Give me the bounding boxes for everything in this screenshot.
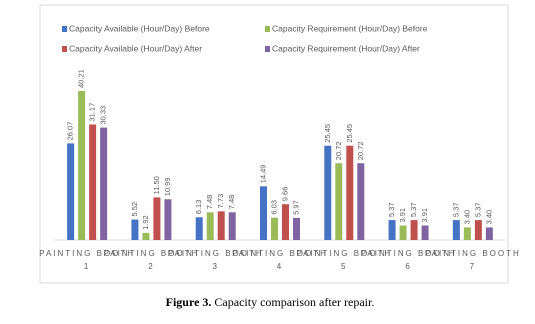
value-label: 11.50	[152, 176, 161, 194]
caption-text: Capacity comparison after repair.	[214, 295, 374, 309]
value-label: 26.07	[66, 122, 75, 141]
x-tick-line: PAINTING BOOTH	[103, 249, 199, 258]
x-tick-line: PAINTING BOOTH	[425, 249, 521, 258]
value-label: 9.66	[280, 187, 289, 202]
x-tick-line: PAINTING BOOTH	[39, 249, 135, 258]
bar	[217, 211, 225, 240]
caption-label: Figure 3.	[166, 295, 212, 309]
x-tick-label: PAINTING BOOTH 5	[296, 249, 392, 271]
value-label: 40.21	[77, 69, 86, 88]
legend-swatch	[62, 26, 67, 32]
value-label: 5.97	[291, 200, 300, 215]
value-label: 5.37	[387, 202, 396, 217]
value-label: 6.03	[269, 200, 278, 215]
bar	[260, 186, 267, 240]
value-label: 3.91	[398, 208, 407, 223]
value-label: 3.40	[484, 210, 493, 225]
x-tick-label: PAINTING BOOTH 2	[103, 249, 199, 271]
bar	[142, 232, 150, 240]
bar	[452, 220, 460, 240]
value-label: 20.72	[356, 141, 365, 160]
bar	[346, 145, 354, 240]
value-label: 3.40	[462, 210, 471, 225]
value-label: 5.37	[451, 202, 460, 217]
legend-label: Capacity Available (Hour/Day) Before	[69, 23, 210, 33]
bar	[410, 220, 418, 240]
value-label: 10.99	[163, 177, 172, 196]
legend-swatch	[265, 46, 270, 52]
bar	[100, 127, 108, 240]
x-tick-label: PAINTING BOOTH 7	[425, 249, 521, 271]
bar	[399, 225, 407, 240]
bar	[335, 163, 343, 240]
value-label: 5.52	[130, 202, 139, 217]
x-tick-line: 1	[84, 262, 90, 271]
bar	[282, 204, 289, 240]
bar	[206, 212, 214, 240]
value-label: 1.92	[141, 215, 150, 230]
value-label: 3.91	[420, 208, 429, 223]
legend-label: Capacity Available (Hour/Day) After	[69, 43, 202, 53]
bar	[67, 143, 75, 240]
bar	[485, 227, 493, 240]
value-label: 7.48	[205, 195, 214, 210]
legend-swatch	[265, 26, 270, 32]
value-label: 20.72	[334, 141, 343, 160]
x-tick-label: PAINTING BOOTH 4	[232, 249, 328, 271]
bar	[228, 212, 236, 240]
bar	[357, 163, 365, 240]
x-tick-line: 7	[470, 262, 476, 271]
caption: Figure 3. Capacity comparison after repa…	[166, 295, 375, 309]
x-tick-line: PAINTING BOOTH	[361, 249, 457, 258]
bar	[293, 217, 300, 240]
value-label: 7.48	[227, 195, 236, 210]
bar	[78, 91, 86, 240]
x-tick-line: 6	[405, 262, 411, 271]
value-label: 30.33	[99, 106, 108, 125]
bar	[388, 220, 396, 240]
x-tick-line: PAINTING BOOTH	[232, 249, 328, 258]
bar	[153, 197, 161, 240]
value-label: 14.49	[258, 165, 267, 184]
x-tick-line: 2	[148, 262, 154, 271]
bar	[89, 124, 97, 240]
value-label: 5.37	[473, 202, 482, 217]
x-tick-label: PAINTING BOOTH 1	[39, 249, 135, 271]
value-label: 7.73	[216, 194, 225, 209]
bar	[421, 225, 429, 240]
x-tick-line: PAINTING BOOTH	[168, 249, 264, 258]
bar	[271, 217, 278, 240]
bar	[324, 145, 332, 240]
bar	[164, 199, 172, 240]
value-label: 25.45	[345, 124, 354, 143]
x-tick-label: PAINTING BOOTH 6	[361, 249, 457, 271]
value-label: 6.13	[194, 200, 203, 215]
legend-label: Capacity Requirement (Hour/Day) Before	[272, 23, 428, 33]
bar	[463, 227, 471, 240]
legend-label: Capacity Requirement (Hour/Day) After	[272, 43, 420, 53]
bar	[474, 220, 482, 240]
x-tick-line: 5	[341, 262, 347, 271]
x-tick-label: PAINTING BOOTH 3	[168, 249, 264, 271]
value-label: 25.45	[323, 124, 332, 143]
bar	[131, 219, 139, 240]
legend-swatch	[62, 46, 67, 52]
x-tick-line: 3	[212, 262, 218, 271]
value-label: 31.17	[88, 103, 97, 122]
value-label: 5.37	[409, 202, 418, 217]
x-tick-line: 4	[277, 262, 283, 271]
x-tick-line: PAINTING BOOTH	[296, 249, 392, 258]
bar	[195, 217, 203, 240]
